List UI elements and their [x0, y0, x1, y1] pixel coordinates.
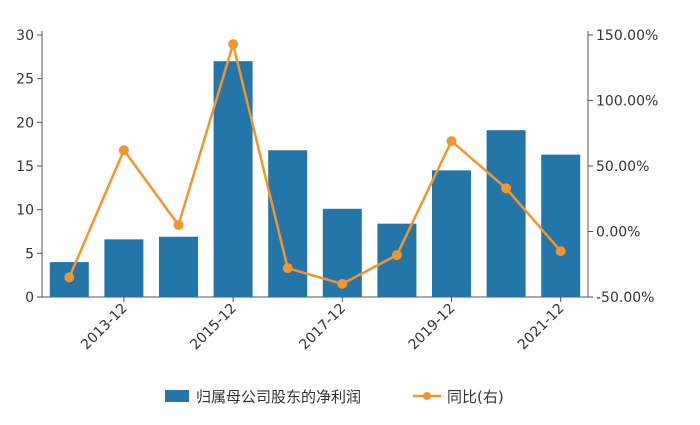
y-right-tick-label: 100.00%: [596, 94, 658, 110]
y-left-tick-label: 10: [16, 203, 34, 219]
line-series: [64, 39, 566, 289]
line-point: [118, 145, 129, 156]
bar: [268, 150, 308, 297]
y-left-tick-label: 20: [16, 115, 34, 131]
line-point: [501, 183, 512, 194]
x-tick-label: 2017-12: [296, 301, 349, 354]
y-left-tick-label: 25: [16, 72, 34, 88]
y-left-tick-label: 30: [16, 28, 34, 44]
line-point: [446, 136, 457, 147]
line-point: [391, 250, 402, 261]
y-right-tick-label: 0.00%: [596, 225, 640, 241]
bar: [541, 154, 581, 297]
line-point: [555, 246, 566, 257]
line-point: [337, 278, 348, 289]
line-point: [173, 219, 184, 230]
x-tick-label: 2019-12: [406, 301, 459, 354]
bar: [486, 130, 526, 297]
x-tick-label: 2015-12: [187, 301, 240, 354]
bar-series: [49, 61, 581, 298]
line-point: [64, 272, 75, 283]
legend: 归属母公司股东的净利润 同比(右): [165, 388, 504, 406]
bar: [104, 239, 144, 297]
x-tick-label: 2013-12: [78, 301, 131, 354]
y-right-tick-label: -50.00%: [596, 290, 654, 306]
y-left-tick-label: 0: [25, 290, 34, 306]
y-left-tick-label: 15: [16, 159, 34, 175]
legend-bar-swatch: [165, 390, 189, 402]
x-tick-label: 2021-12: [515, 301, 568, 354]
line-point: [282, 263, 293, 274]
line-point: [228, 39, 239, 50]
bar: [432, 170, 471, 297]
y-right-tick-label: 50.00%: [596, 159, 649, 175]
legend-bar-label: 归属母公司股东的净利润: [196, 388, 361, 406]
legend-line-marker: [423, 392, 431, 400]
bar: [377, 223, 417, 297]
series-line: [68, 42, 562, 286]
y-right-tick-label: 150.00%: [596, 28, 658, 44]
legend-line-label: 同比(右): [447, 388, 504, 406]
bar: [159, 236, 198, 297]
y-left-tick-label: 5: [25, 246, 34, 262]
